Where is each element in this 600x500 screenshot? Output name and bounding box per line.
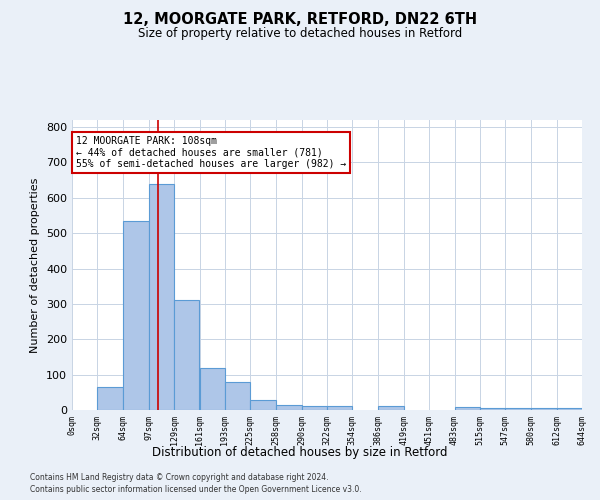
Text: Contains HM Land Registry data © Crown copyright and database right 2024.: Contains HM Land Registry data © Crown c… bbox=[30, 472, 329, 482]
Bar bbox=[480, 408, 505, 410]
Bar bbox=[199, 368, 225, 410]
Bar bbox=[250, 400, 277, 410]
Bar bbox=[455, 407, 480, 410]
Y-axis label: Number of detached properties: Number of detached properties bbox=[31, 178, 40, 352]
Bar bbox=[122, 221, 149, 410]
Bar bbox=[557, 408, 582, 410]
Bar bbox=[174, 300, 199, 410]
Bar bbox=[97, 387, 122, 410]
Bar bbox=[532, 408, 557, 410]
Text: Distribution of detached houses by size in Retford: Distribution of detached houses by size … bbox=[152, 446, 448, 459]
Text: 12, MOORGATE PARK, RETFORD, DN22 6TH: 12, MOORGATE PARK, RETFORD, DN22 6TH bbox=[123, 12, 477, 28]
Text: Contains public sector information licensed under the Open Government Licence v3: Contains public sector information licen… bbox=[30, 485, 362, 494]
Bar bbox=[277, 405, 302, 410]
Bar bbox=[302, 406, 327, 410]
Bar bbox=[327, 406, 352, 410]
Bar bbox=[149, 184, 174, 410]
Text: 12 MOORGATE PARK: 108sqm
← 44% of detached houses are smaller (781)
55% of semi-: 12 MOORGATE PARK: 108sqm ← 44% of detach… bbox=[76, 136, 346, 169]
Bar bbox=[225, 382, 250, 410]
Text: Size of property relative to detached houses in Retford: Size of property relative to detached ho… bbox=[138, 28, 462, 40]
Bar bbox=[505, 408, 532, 410]
Bar bbox=[377, 406, 404, 410]
